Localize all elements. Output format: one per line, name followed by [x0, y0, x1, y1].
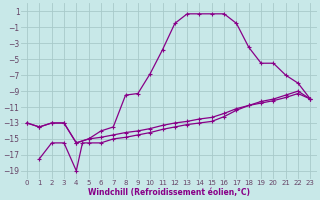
X-axis label: Windchill (Refroidissement éolien,°C): Windchill (Refroidissement éolien,°C) [88, 188, 250, 197]
